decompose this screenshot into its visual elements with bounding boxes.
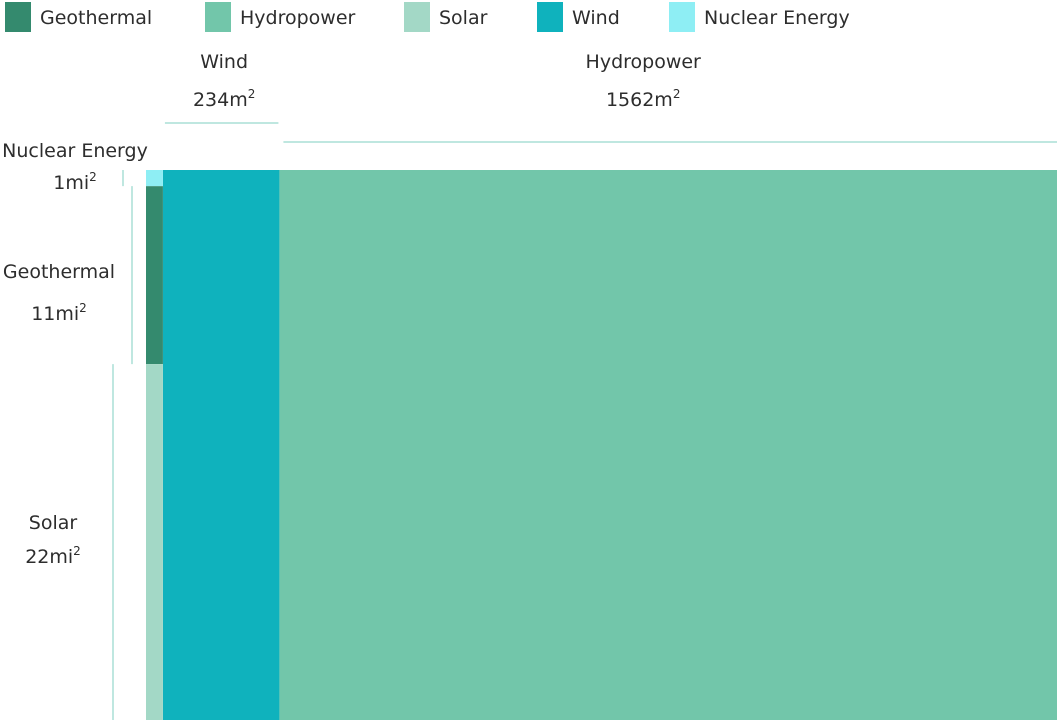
label-unit-mark-nuclear-energy: 2 — [89, 170, 97, 184]
label-name-hydropower: Hydropower — [586, 51, 702, 73]
label-name-nuclear-energy: Nuclear Energy — [2, 140, 148, 162]
treemap-blocks — [146, 170, 1057, 720]
label-unit-mark-geothermal: 2 — [79, 301, 87, 315]
label-unit-mark-solar: 2 — [73, 544, 81, 558]
block-nuclear-energy — [146, 170, 163, 187]
label-value-nuclear-energy: 1mi2 — [53, 170, 97, 194]
label-unit-mark-wind: 2 — [248, 87, 256, 101]
label-name-geothermal: Geothermal — [3, 261, 115, 283]
category-labels: Hydropower 1562m2 Wind 234m2 Nuclear Energy 1… — [2, 51, 701, 568]
legend-swatch-solar — [404, 2, 430, 32]
legend-label-nuclear-energy: Nuclear Energy — [704, 7, 850, 29]
label-unit-mark-hydropower: 2 — [673, 87, 681, 101]
legend-swatch-geothermal — [5, 2, 31, 32]
block-geothermal — [146, 186, 163, 365]
block-wind — [162, 170, 280, 720]
legend-label-hydropower: Hydropower — [240, 7, 356, 29]
legend-swatch-wind — [537, 2, 563, 32]
legend-swatch-nuclear-energy — [669, 2, 695, 32]
label-value-wind: 234m2 — [193, 87, 255, 111]
label-name-solar: Solar — [29, 512, 78, 534]
label-value-hydropower: 1562m2 — [606, 87, 681, 111]
leader-lines — [112, 122, 1057, 720]
legend-swatch-hydropower — [205, 2, 231, 32]
legend-label-wind: Wind — [572, 7, 620, 29]
label-name-wind: Wind — [200, 51, 248, 73]
label-value-solar: 22mi2 — [25, 544, 81, 568]
chart-legend: Geothermal Hydropower Solar Wind Nuclear Ene… — [5, 2, 850, 32]
label-value-geothermal: 11mi2 — [31, 301, 87, 325]
block-hydropower — [279, 170, 1057, 720]
legend-label-solar: Solar — [439, 7, 488, 29]
block-solar — [146, 364, 163, 720]
legend-label-geothermal: Geothermal — [40, 7, 152, 29]
